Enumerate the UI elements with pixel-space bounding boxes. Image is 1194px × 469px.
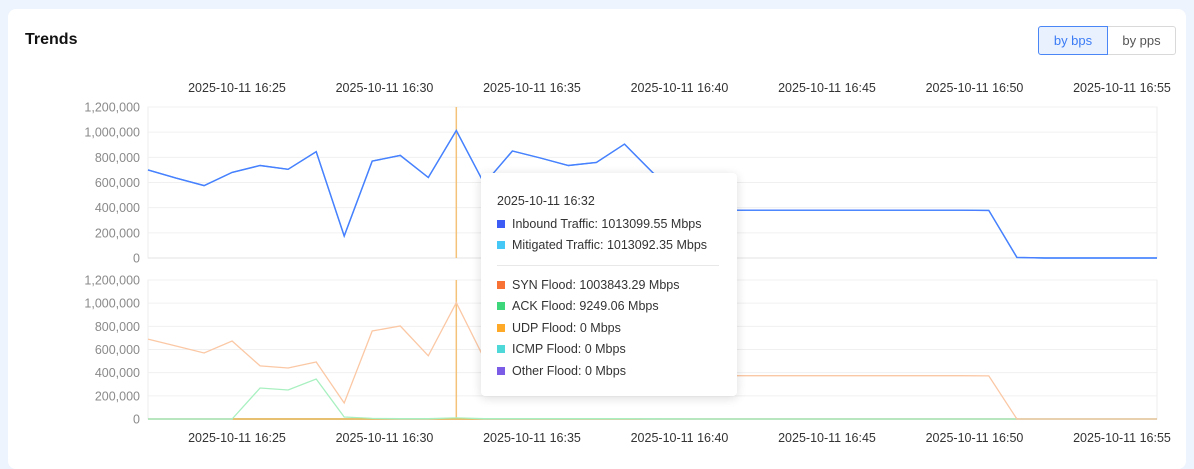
- y-tick-label: 0: [133, 252, 140, 266]
- x-tick-label: 2025-10-11 16:50: [926, 81, 1024, 95]
- y-tick-label: 400,000: [95, 201, 140, 215]
- tooltip-value: ICMP Flood: 0 Mbps: [512, 342, 626, 357]
- tooltip-row: UDP Flood: 0 Mbps: [497, 317, 737, 339]
- x-tick-label: 2025-10-11 16:55: [1073, 431, 1171, 445]
- x-tick-label: 2025-10-11 16:45: [778, 81, 876, 95]
- series-line-inbound-traffic: [147, 129, 1157, 259]
- tooltip-time: 2025-10-11 16:32: [497, 194, 595, 208]
- legend-swatch: [497, 323, 505, 332]
- x-tick-label: 2025-10-11 16:40: [631, 431, 729, 445]
- y-tick-label: 0: [133, 413, 140, 427]
- tooltip-row: Inbound Traffic: 1013099.55 Mbps: [497, 213, 737, 235]
- y-tick-label: 1,000,000: [84, 297, 140, 311]
- x-tick-label: 2025-10-11 16:55: [1073, 81, 1171, 95]
- tooltip-row: Other Flood: 0 Mbps: [497, 360, 737, 382]
- tooltip-value: SYN Flood: 1003843.29 Mbps: [512, 277, 680, 292]
- card-title: Trends: [25, 31, 78, 48]
- tooltip-value: Inbound Traffic: 1013099.55 Mbps: [512, 216, 702, 231]
- series-line-ack-flood: [148, 378, 1157, 420]
- by-pps-button[interactable]: by pps: [1108, 26, 1176, 55]
- tooltip-value: ACK Flood: 9249.06 Mbps: [512, 299, 659, 314]
- tooltip-value: Mitigated Traffic: 1013092.35 Mbps: [512, 238, 708, 253]
- legend-swatch: [497, 241, 505, 250]
- x-tick-label: 2025-10-11 16:35: [483, 431, 581, 445]
- y-tick-label: 200,000: [95, 226, 140, 240]
- by-bps-button[interactable]: by bps: [1038, 26, 1108, 55]
- legend-swatch: [497, 345, 505, 354]
- tooltip-value: Other Flood: 0 Mbps: [512, 363, 626, 378]
- x-tick-label: 2025-10-11 16:50: [926, 431, 1024, 445]
- legend-swatch: [497, 302, 505, 311]
- y-tick-label: 1,200,000: [84, 101, 140, 115]
- tooltip-row: SYN Flood: 1003843.29 Mbps: [497, 274, 737, 296]
- y-tick-label: 1,000,000: [84, 126, 140, 140]
- x-tick-label: 2025-10-11 16:35: [483, 81, 581, 95]
- chart-tooltip: 2025-10-11 16:32 Inbound Traffic: 101309…: [481, 173, 737, 396]
- x-tick-label: 2025-10-11 16:30: [336, 81, 434, 95]
- y-tick-label: 600,000: [95, 343, 140, 357]
- x-tick-label: 2025-10-11 16:30: [336, 431, 434, 445]
- tooltip-row: ICMP Flood: 0 Mbps: [497, 339, 737, 361]
- y-tick-label: 600,000: [95, 176, 140, 190]
- tooltip-value: UDP Flood: 0 Mbps: [512, 320, 621, 335]
- unit-toggle: by bps by pps: [1038, 26, 1176, 55]
- legend-swatch: [497, 280, 505, 289]
- x-tick-label: 2025-10-11 16:40: [631, 81, 729, 95]
- x-tick-label: 2025-10-11 16:45: [778, 431, 876, 445]
- legend-swatch: [497, 366, 505, 375]
- tooltip-row: Mitigated Traffic: 1013092.35 Mbps: [497, 235, 737, 257]
- tooltip-divider: [497, 265, 719, 266]
- y-tick-label: 400,000: [95, 366, 140, 380]
- y-tick-label: 200,000: [95, 389, 140, 403]
- legend-swatch: [497, 219, 505, 228]
- y-tick-label: 800,000: [95, 151, 140, 165]
- tooltip-row: ACK Flood: 9249.06 Mbps: [497, 296, 737, 318]
- y-tick-label: 800,000: [95, 320, 140, 334]
- y-tick-label: 1,200,000: [84, 274, 140, 288]
- x-tick-label: 2025-10-11 16:25: [188, 431, 286, 445]
- x-tick-label: 2025-10-11 16:25: [188, 81, 286, 95]
